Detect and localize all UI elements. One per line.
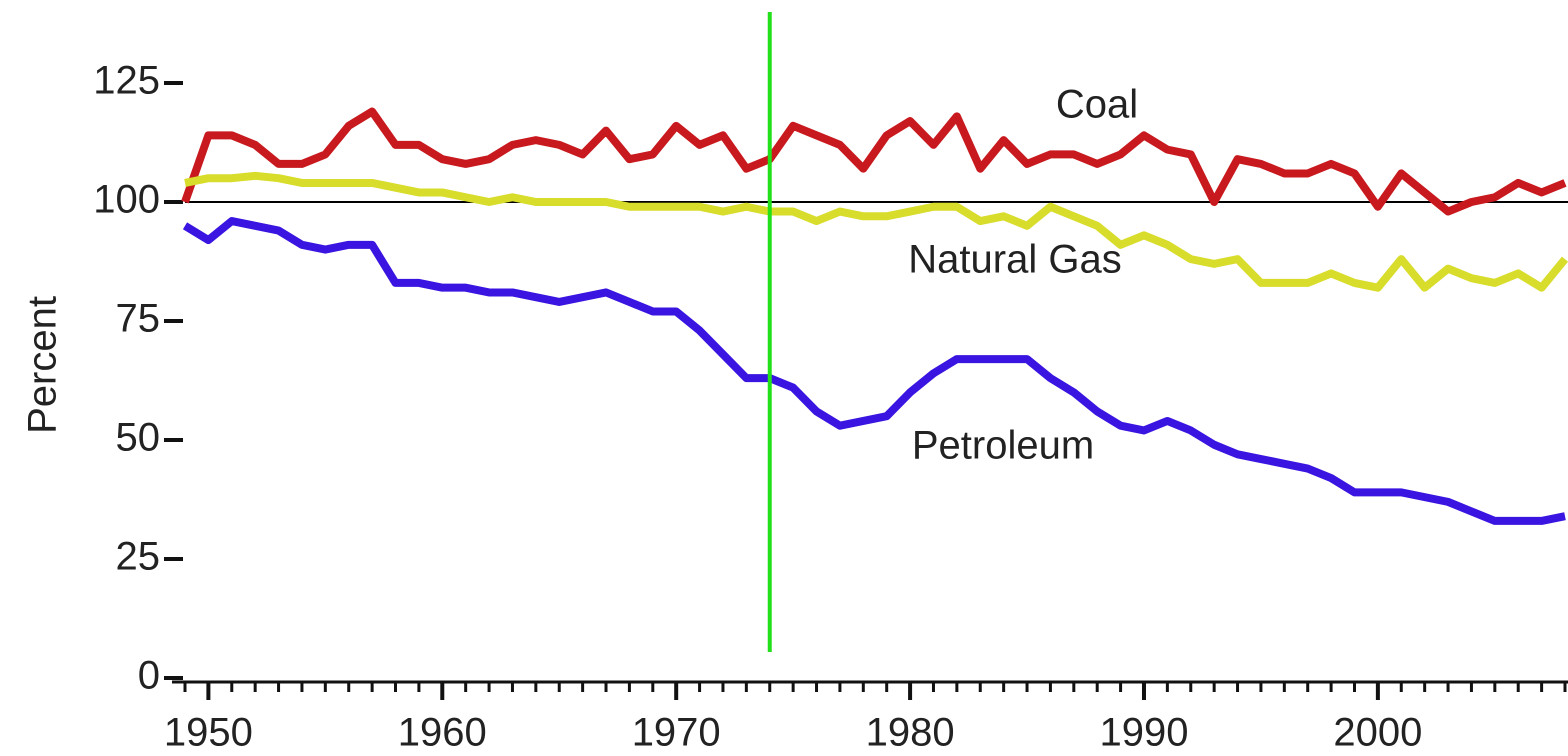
series-line — [181, 107, 1567, 216]
series-label: Natural Gas — [908, 238, 1121, 282]
x-tick-label: 1980 — [866, 711, 955, 755]
y-tick-label: 0 — [138, 654, 160, 698]
x-tick-label: 1950 — [164, 711, 253, 755]
series-label: Petroleum — [912, 424, 1094, 468]
y-axis-label: Percent — [21, 296, 65, 434]
y-tick-label: 100 — [93, 178, 160, 222]
x-tick-label: 1960 — [398, 711, 487, 755]
x-tick-label: 1990 — [1099, 711, 1188, 755]
y-tick-label: 125 — [93, 59, 160, 103]
series-line — [184, 171, 1568, 292]
x-tick-label: 1970 — [632, 711, 721, 755]
y-tick-label: 75 — [116, 297, 161, 341]
series-label: Coal — [1056, 83, 1138, 127]
series-line — [182, 217, 1566, 525]
y-tick-label: 50 — [116, 416, 161, 460]
y-tick-label: 25 — [116, 535, 161, 579]
x-tick-label: 2000 — [1333, 711, 1422, 755]
